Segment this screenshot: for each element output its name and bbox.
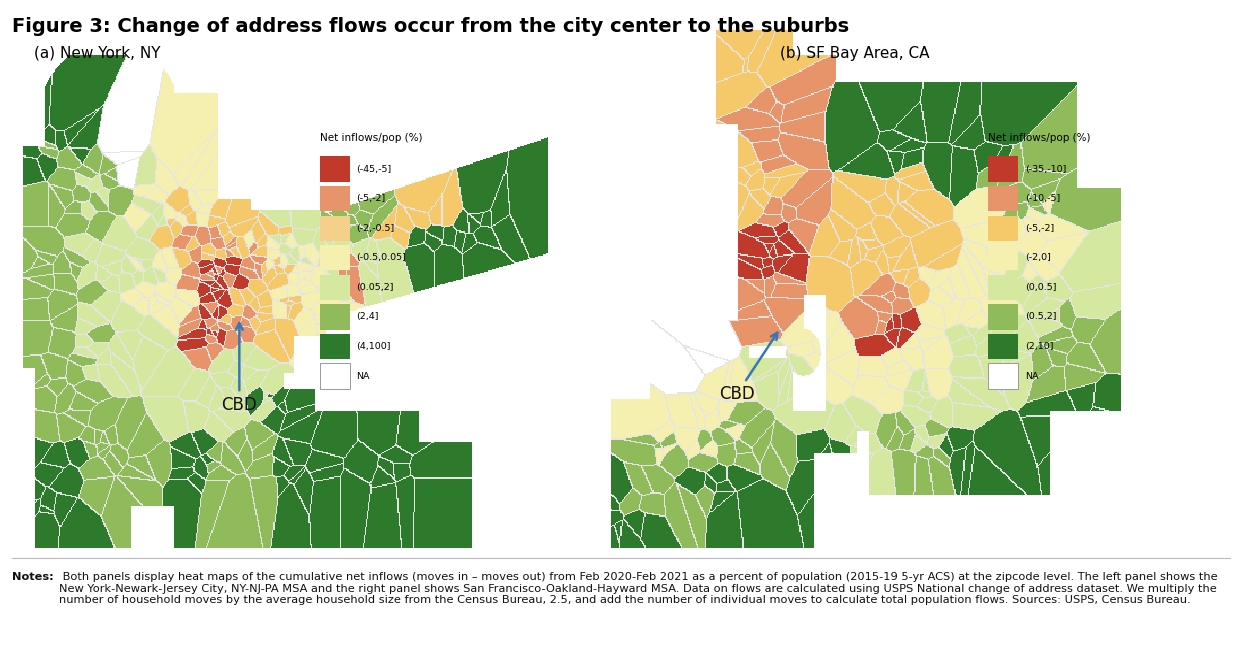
Bar bbox=[320, 156, 350, 182]
Text: (-5,-2]: (-5,-2] bbox=[1025, 224, 1054, 233]
Text: CBD: CBD bbox=[221, 323, 257, 414]
Bar bbox=[989, 364, 1018, 389]
Bar bbox=[320, 364, 350, 389]
Bar bbox=[989, 156, 1018, 182]
Text: (-0.5,0.05]: (-0.5,0.05] bbox=[356, 253, 406, 262]
Text: Notes:: Notes: bbox=[12, 572, 55, 582]
Bar bbox=[320, 186, 350, 211]
Bar bbox=[320, 245, 350, 271]
Text: (0,0.5]: (0,0.5] bbox=[1025, 283, 1056, 292]
Bar bbox=[320, 334, 350, 359]
Bar bbox=[320, 304, 350, 329]
Text: (0.05,2]: (0.05,2] bbox=[356, 283, 394, 292]
Bar bbox=[989, 245, 1018, 271]
Text: (-2,-0.5]: (-2,-0.5] bbox=[356, 224, 395, 233]
Text: CBD: CBD bbox=[719, 333, 777, 403]
Text: Figure 3: Change of address flows occur from the city center to the suburbs: Figure 3: Change of address flows occur … bbox=[12, 16, 850, 36]
Text: (a) New York, NY: (a) New York, NY bbox=[34, 46, 160, 61]
Text: NA: NA bbox=[1025, 372, 1038, 381]
Text: NA: NA bbox=[356, 372, 370, 381]
Text: Both panels display heat maps of the cumulative net inflows (moves in – moves ou: Both panels display heat maps of the cum… bbox=[58, 572, 1217, 605]
Bar bbox=[989, 275, 1018, 300]
Text: (0.5,2]: (0.5,2] bbox=[1025, 312, 1056, 321]
Bar bbox=[320, 275, 350, 300]
Bar bbox=[989, 334, 1018, 359]
Text: Net inflows/pop (%): Net inflows/pop (%) bbox=[320, 133, 422, 143]
Text: (b) SF Bay Area, CA: (b) SF Bay Area, CA bbox=[780, 46, 930, 61]
Text: (-45,-5]: (-45,-5] bbox=[356, 164, 391, 174]
Text: Net inflows/pop (%): Net inflows/pop (%) bbox=[989, 133, 1090, 143]
Bar bbox=[989, 186, 1018, 211]
Bar bbox=[320, 216, 350, 241]
Text: (2,10]: (2,10] bbox=[1025, 342, 1053, 351]
Bar bbox=[989, 304, 1018, 329]
Text: (4,100]: (4,100] bbox=[356, 342, 391, 351]
Text: (-35,-10]: (-35,-10] bbox=[1025, 164, 1066, 174]
Text: (-5,-2]: (-5,-2] bbox=[356, 194, 386, 203]
Text: (-2,0]: (-2,0] bbox=[1025, 253, 1051, 262]
Text: (2,4]: (2,4] bbox=[356, 312, 379, 321]
Text: (-10,-5]: (-10,-5] bbox=[1025, 194, 1059, 203]
Bar bbox=[989, 216, 1018, 241]
